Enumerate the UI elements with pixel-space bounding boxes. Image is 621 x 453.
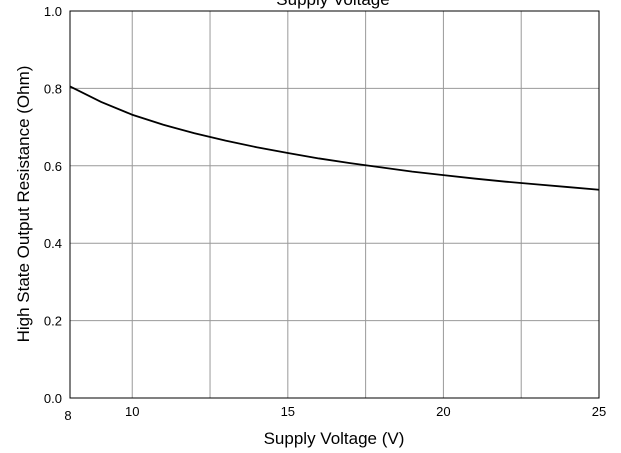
y-tick-label: 0.2 [44, 314, 62, 329]
y-tick-label: 0.8 [44, 81, 62, 96]
chart-title: Supply Voltage [276, 0, 389, 9]
plot-frame [69, 10, 600, 399]
y-tick-label: 0.4 [44, 236, 62, 251]
x-tick-label: 8 [64, 408, 71, 423]
x-tick-label: 15 [281, 404, 295, 419]
x-tick-label: 25 [592, 404, 606, 419]
y-tick-label: 0.0 [44, 391, 62, 406]
grid [69, 10, 600, 399]
x-tick-label: 10 [125, 404, 139, 419]
y-tick-label: 1.0 [44, 4, 62, 19]
x-tick-label: 20 [436, 404, 450, 419]
y-tick-labels: 0.0 0.2 0.4 0.6 0.8 1.0 [44, 4, 62, 406]
series-line [69, 85, 600, 191]
x-tick-labels: 8 10 15 20 25 [64, 404, 606, 423]
y-axis-label: High State Output Resistance (Ohm) [14, 66, 33, 343]
y-tick-label: 0.6 [44, 159, 62, 174]
x-axis-label: Supply Voltage (V) [264, 429, 405, 448]
